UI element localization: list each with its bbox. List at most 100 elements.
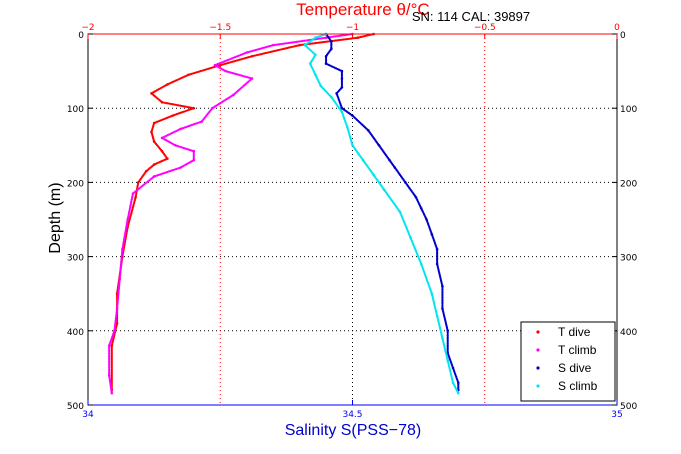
data-point: [107, 374, 111, 377]
data-point: [446, 345, 449, 348]
data-point: [441, 301, 444, 304]
data-point: [110, 366, 113, 369]
data-point: [110, 354, 113, 357]
series-t-climb: [107, 32, 354, 395]
y-tick-label-left: 400: [67, 328, 84, 338]
data-point: [108, 352, 111, 355]
y-tick-label-right: 300: [620, 254, 637, 264]
data-point: [108, 361, 111, 364]
data-point: [446, 342, 449, 345]
data-point: [110, 379, 113, 382]
bottom-tick-label: 34: [82, 410, 94, 420]
data-point: [441, 284, 444, 288]
data-point: [446, 329, 450, 333]
top-tick-label: −0.5: [474, 23, 496, 33]
series-t-dive: [110, 32, 375, 392]
legend-marker: [536, 330, 540, 334]
data-point: [446, 337, 449, 340]
y-tick-label-left: 0: [78, 31, 84, 41]
y-tick-label-left: 500: [67, 402, 84, 412]
data-point: [108, 353, 111, 357]
y-tick-label-right: 0: [620, 31, 626, 41]
legend: T dive T climb S dive S climb: [520, 321, 616, 402]
data-point: [446, 332, 449, 336]
data-point: [108, 358, 111, 361]
top-axis-title: Temperature θ/°C: [296, 0, 429, 19]
data-point: [108, 360, 111, 363]
legend-label: S climb: [558, 379, 598, 393]
top-tick-label: −2: [81, 23, 94, 33]
legend-label: S dive: [558, 361, 592, 375]
data-point: [110, 363, 113, 366]
data-point: [441, 299, 444, 302]
data-point: [110, 377, 113, 381]
y-axis-title: Depth (m): [47, 182, 64, 253]
data-point: [441, 304, 444, 307]
data-point: [108, 357, 111, 360]
data-point: [441, 293, 444, 296]
data-point: [110, 346, 113, 349]
data-point: [110, 369, 113, 373]
data-point: [446, 344, 449, 347]
data-point: [108, 371, 111, 374]
data-point: [446, 331, 449, 334]
y-tick-label-right: 200: [620, 179, 637, 189]
data-point: [441, 289, 444, 293]
legend-entries: T dive T climb S dive S climb: [536, 325, 598, 393]
bottom-axis-title: Salinity S(PSS−78): [285, 422, 422, 439]
data-point: [110, 355, 113, 358]
legend-marker: [536, 348, 540, 352]
data-point: [108, 347, 111, 350]
legend-box: [520, 321, 616, 402]
data-point: [441, 296, 444, 299]
data-point: [108, 369, 111, 372]
data-point: [446, 336, 449, 339]
top-tick-label: −1: [346, 23, 359, 33]
data-point: [110, 358, 113, 362]
data-point: [110, 347, 113, 350]
data-point: [441, 291, 444, 294]
legend-label: T dive: [558, 325, 591, 339]
top-tick-label: 0: [614, 23, 620, 33]
data-point: [110, 360, 113, 363]
data-point: [108, 367, 111, 371]
data-point: [446, 339, 449, 342]
data-point: [110, 368, 113, 371]
data-point: [110, 349, 113, 352]
data-point: [441, 294, 444, 297]
data-point: [110, 350, 113, 354]
data-point: [108, 364, 111, 368]
bottom-tick-label: 35: [611, 410, 622, 420]
legend-marker: [536, 366, 540, 370]
data-point: [108, 366, 111, 369]
data-point: [110, 357, 113, 360]
data-point: [110, 365, 113, 368]
data-point: [441, 286, 444, 289]
data-point: [441, 302, 444, 305]
data-point: [441, 297, 444, 301]
data-point: [110, 352, 113, 355]
data-point: [446, 334, 449, 337]
y-tick-label-left: 100: [67, 105, 84, 115]
data-point: [110, 371, 113, 374]
top-tick-label: −1.5: [209, 23, 231, 33]
data-point: [446, 347, 449, 350]
legend-label: T climb: [558, 343, 597, 357]
y-tick-label-right: 500: [620, 402, 637, 412]
bottom-tick-label: 34.5: [342, 410, 362, 420]
y-tick-label-left: 300: [67, 254, 84, 264]
series-s-climb: [303, 32, 460, 395]
data-point: [108, 363, 111, 366]
data-point: [110, 373, 113, 376]
series-layer: [107, 32, 460, 395]
data-point: [110, 362, 113, 365]
data-point: [441, 288, 444, 291]
legend-marker: [536, 384, 540, 388]
y-tick-label-left: 200: [67, 179, 84, 189]
data-point: [110, 376, 113, 379]
data-point: [446, 340, 449, 344]
y-tick-label-right: 400: [620, 328, 637, 338]
data-point: [446, 348, 449, 351]
instrument-header: SN: 114 CAL: 39897: [412, 9, 530, 24]
